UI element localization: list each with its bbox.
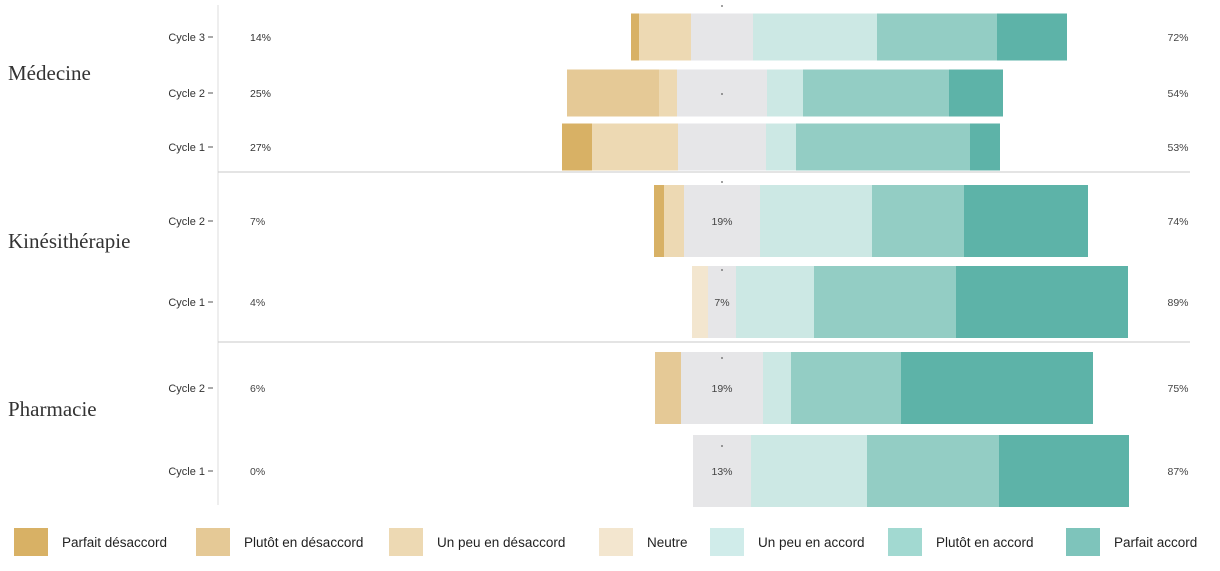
- row-label: Cycle 1: [168, 142, 205, 154]
- bar-row: Cycle 1 4% 89% 7%: [168, 266, 1189, 338]
- bar-segment-positive: [901, 352, 1093, 424]
- legend-item: Un peu en désaccord: [389, 528, 565, 556]
- legend-item: Parfait accord: [1066, 528, 1197, 556]
- bar-row: Cycle 1 27% 53%: [168, 123, 1189, 171]
- neutral-percent: 19%: [711, 383, 732, 395]
- bar-segment-neutral: [681, 352, 763, 424]
- row-label: Cycle 3: [168, 32, 205, 44]
- legend-label: Plutôt en désaccord: [244, 535, 363, 550]
- neutral-percent: 19%: [711, 216, 732, 228]
- legend-label: Plutôt en accord: [936, 535, 1034, 550]
- left-percent: 4%: [250, 297, 265, 309]
- group-label: Kinésithérapie: [8, 229, 130, 253]
- bar-segment-positive: [877, 13, 997, 61]
- legend-label: Neutre: [647, 535, 688, 550]
- bar-row: Cycle 1 0% 87% 13%: [168, 435, 1189, 507]
- bar-segment-positive: [763, 352, 791, 424]
- bar-segment-positive: [872, 185, 964, 257]
- bar-segment-positive: [949, 69, 1003, 117]
- bar-segment-positive: [814, 266, 956, 338]
- bar-segment-positive: [753, 13, 877, 61]
- right-percent: 74%: [1167, 216, 1188, 228]
- bar-segment-negative: [631, 13, 639, 61]
- left-percent: 7%: [250, 216, 265, 228]
- bar-segment-positive: [791, 352, 901, 424]
- legend-label: Parfait désaccord: [62, 535, 167, 550]
- left-percent: 25%: [250, 88, 271, 100]
- legend-item: Parfait désaccord: [14, 528, 167, 556]
- legend-swatch: [599, 528, 633, 556]
- bar-segment-negative: [639, 13, 691, 61]
- legend-swatch: [14, 528, 48, 556]
- row-label: Cycle 1: [168, 297, 205, 309]
- bar-row: Cycle 3 14% 72%: [168, 13, 1189, 61]
- legend-swatch: [196, 528, 230, 556]
- bar-segment-negative: [654, 185, 664, 257]
- neutral-percent: 7%: [714, 297, 729, 309]
- bar-row: Cycle 2 6% 75% 19%: [168, 352, 1189, 424]
- left-percent: 0%: [250, 466, 265, 478]
- right-percent: 54%: [1167, 88, 1188, 100]
- legend-swatch: [710, 528, 744, 556]
- bar-segment-neutral: [678, 123, 766, 171]
- bar-segment-positive: [999, 435, 1129, 507]
- bar-segment-negative: [655, 352, 681, 424]
- bar-segment-positive: [803, 69, 949, 117]
- bar-segment-positive: [964, 185, 1088, 257]
- bar-row: Cycle 2 25% 54%: [168, 69, 1189, 117]
- legend-label: Un peu en accord: [758, 535, 865, 550]
- bar-segment-negative: [592, 123, 678, 171]
- bar-segment-negative: [567, 69, 659, 117]
- row-label: Cycle 2: [168, 88, 205, 100]
- legend-label: Parfait accord: [1114, 535, 1197, 550]
- legend-swatch: [888, 528, 922, 556]
- bar-segment-neutral: [691, 13, 753, 61]
- bar-segment-negative: [692, 266, 708, 338]
- right-percent: 75%: [1167, 383, 1188, 395]
- row-label: Cycle 2: [168, 216, 205, 228]
- bar-segment-neutral: [684, 185, 760, 257]
- left-percent: 27%: [250, 142, 271, 154]
- bar-segment-positive: [867, 435, 999, 507]
- legend-swatch: [1066, 528, 1100, 556]
- bar-segment-negative: [664, 185, 684, 257]
- bar-segment-positive: [766, 123, 796, 171]
- legend-item: Plutôt en désaccord: [196, 528, 363, 556]
- bar-segment-positive: [760, 185, 872, 257]
- bar-segment-negative: [562, 123, 592, 171]
- bar-segment-positive: [767, 69, 803, 117]
- left-percent: 14%: [250, 32, 271, 44]
- neutral-percent: 13%: [711, 466, 732, 478]
- bar-segment-negative: [659, 69, 677, 117]
- group-label: Pharmacie: [8, 397, 97, 421]
- legend-item: Un peu en accord: [710, 528, 865, 556]
- legend-item: Neutre: [599, 528, 688, 556]
- right-percent: 87%: [1167, 466, 1188, 478]
- bar-segment-neutral: [708, 266, 736, 338]
- legend: Parfait désaccord Plutôt en désaccord Un p…: [14, 528, 1197, 556]
- bar-segment-positive: [956, 266, 1128, 338]
- bar-segment-positive: [997, 13, 1067, 61]
- left-percent: 6%: [250, 383, 265, 395]
- right-percent: 89%: [1167, 297, 1188, 309]
- legend-item: Plutôt en accord: [888, 528, 1034, 556]
- bar-row: Cycle 2 7% 74% 19%: [168, 185, 1189, 257]
- bar-segment-positive: [751, 435, 867, 507]
- bar-segment-positive: [970, 123, 1000, 171]
- right-percent: 72%: [1167, 32, 1188, 44]
- right-percent: 53%: [1167, 142, 1188, 154]
- group-label: Médecine: [8, 61, 91, 85]
- bar-segment-positive: [736, 266, 814, 338]
- legend-swatch: [389, 528, 423, 556]
- bar-segment-positive: [796, 123, 970, 171]
- row-label: Cycle 2: [168, 383, 205, 395]
- row-label: Cycle 1: [168, 466, 205, 478]
- legend-label: Un peu en désaccord: [437, 535, 565, 550]
